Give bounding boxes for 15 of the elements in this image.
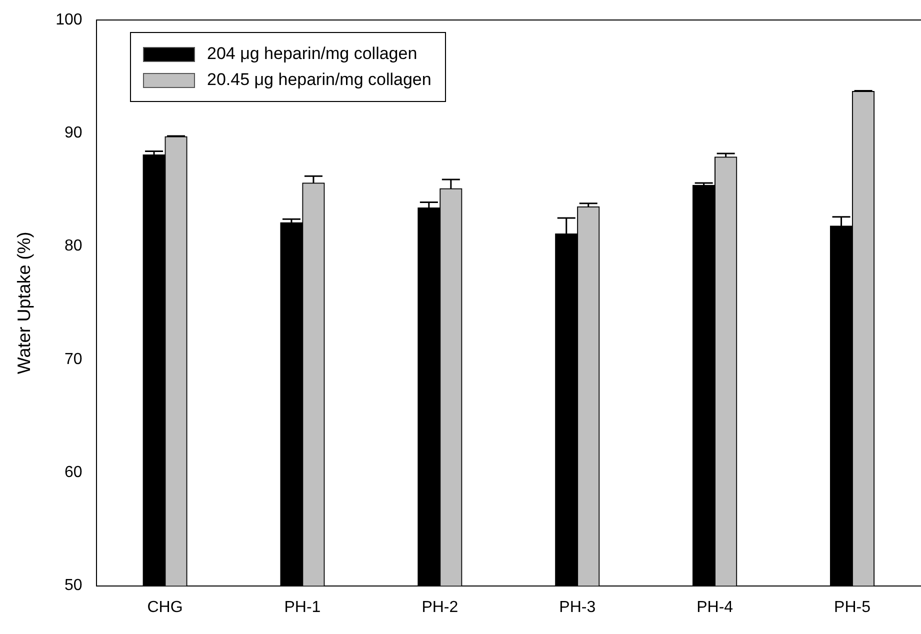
legend-label: 20.45 μg heparin/mg collagen <box>206 69 432 91</box>
x-tick-label: CHG <box>147 598 183 616</box>
legend-label: 204 μg heparin/mg collagen <box>206 43 418 65</box>
x-tick-label: PH-2 <box>422 598 458 616</box>
y-tick-label: 60 <box>64 464 82 482</box>
y-tick-label: 50 <box>64 577 82 594</box>
x-tick-label: PH-3 <box>559 598 596 616</box>
y-axis-title: Water Uptake (%) <box>14 232 34 374</box>
x-tick-label: PH-4 <box>696 598 734 616</box>
x-tick-label: PH-1 <box>284 598 321 616</box>
y-tick-label: 80 <box>64 238 82 255</box>
y-tick-label: 70 <box>64 350 82 368</box>
y-tick-label: 90 <box>64 124 82 142</box>
x-tick-label: PH-5 <box>834 598 871 616</box>
y-tick-label: 100 <box>56 11 82 28</box>
